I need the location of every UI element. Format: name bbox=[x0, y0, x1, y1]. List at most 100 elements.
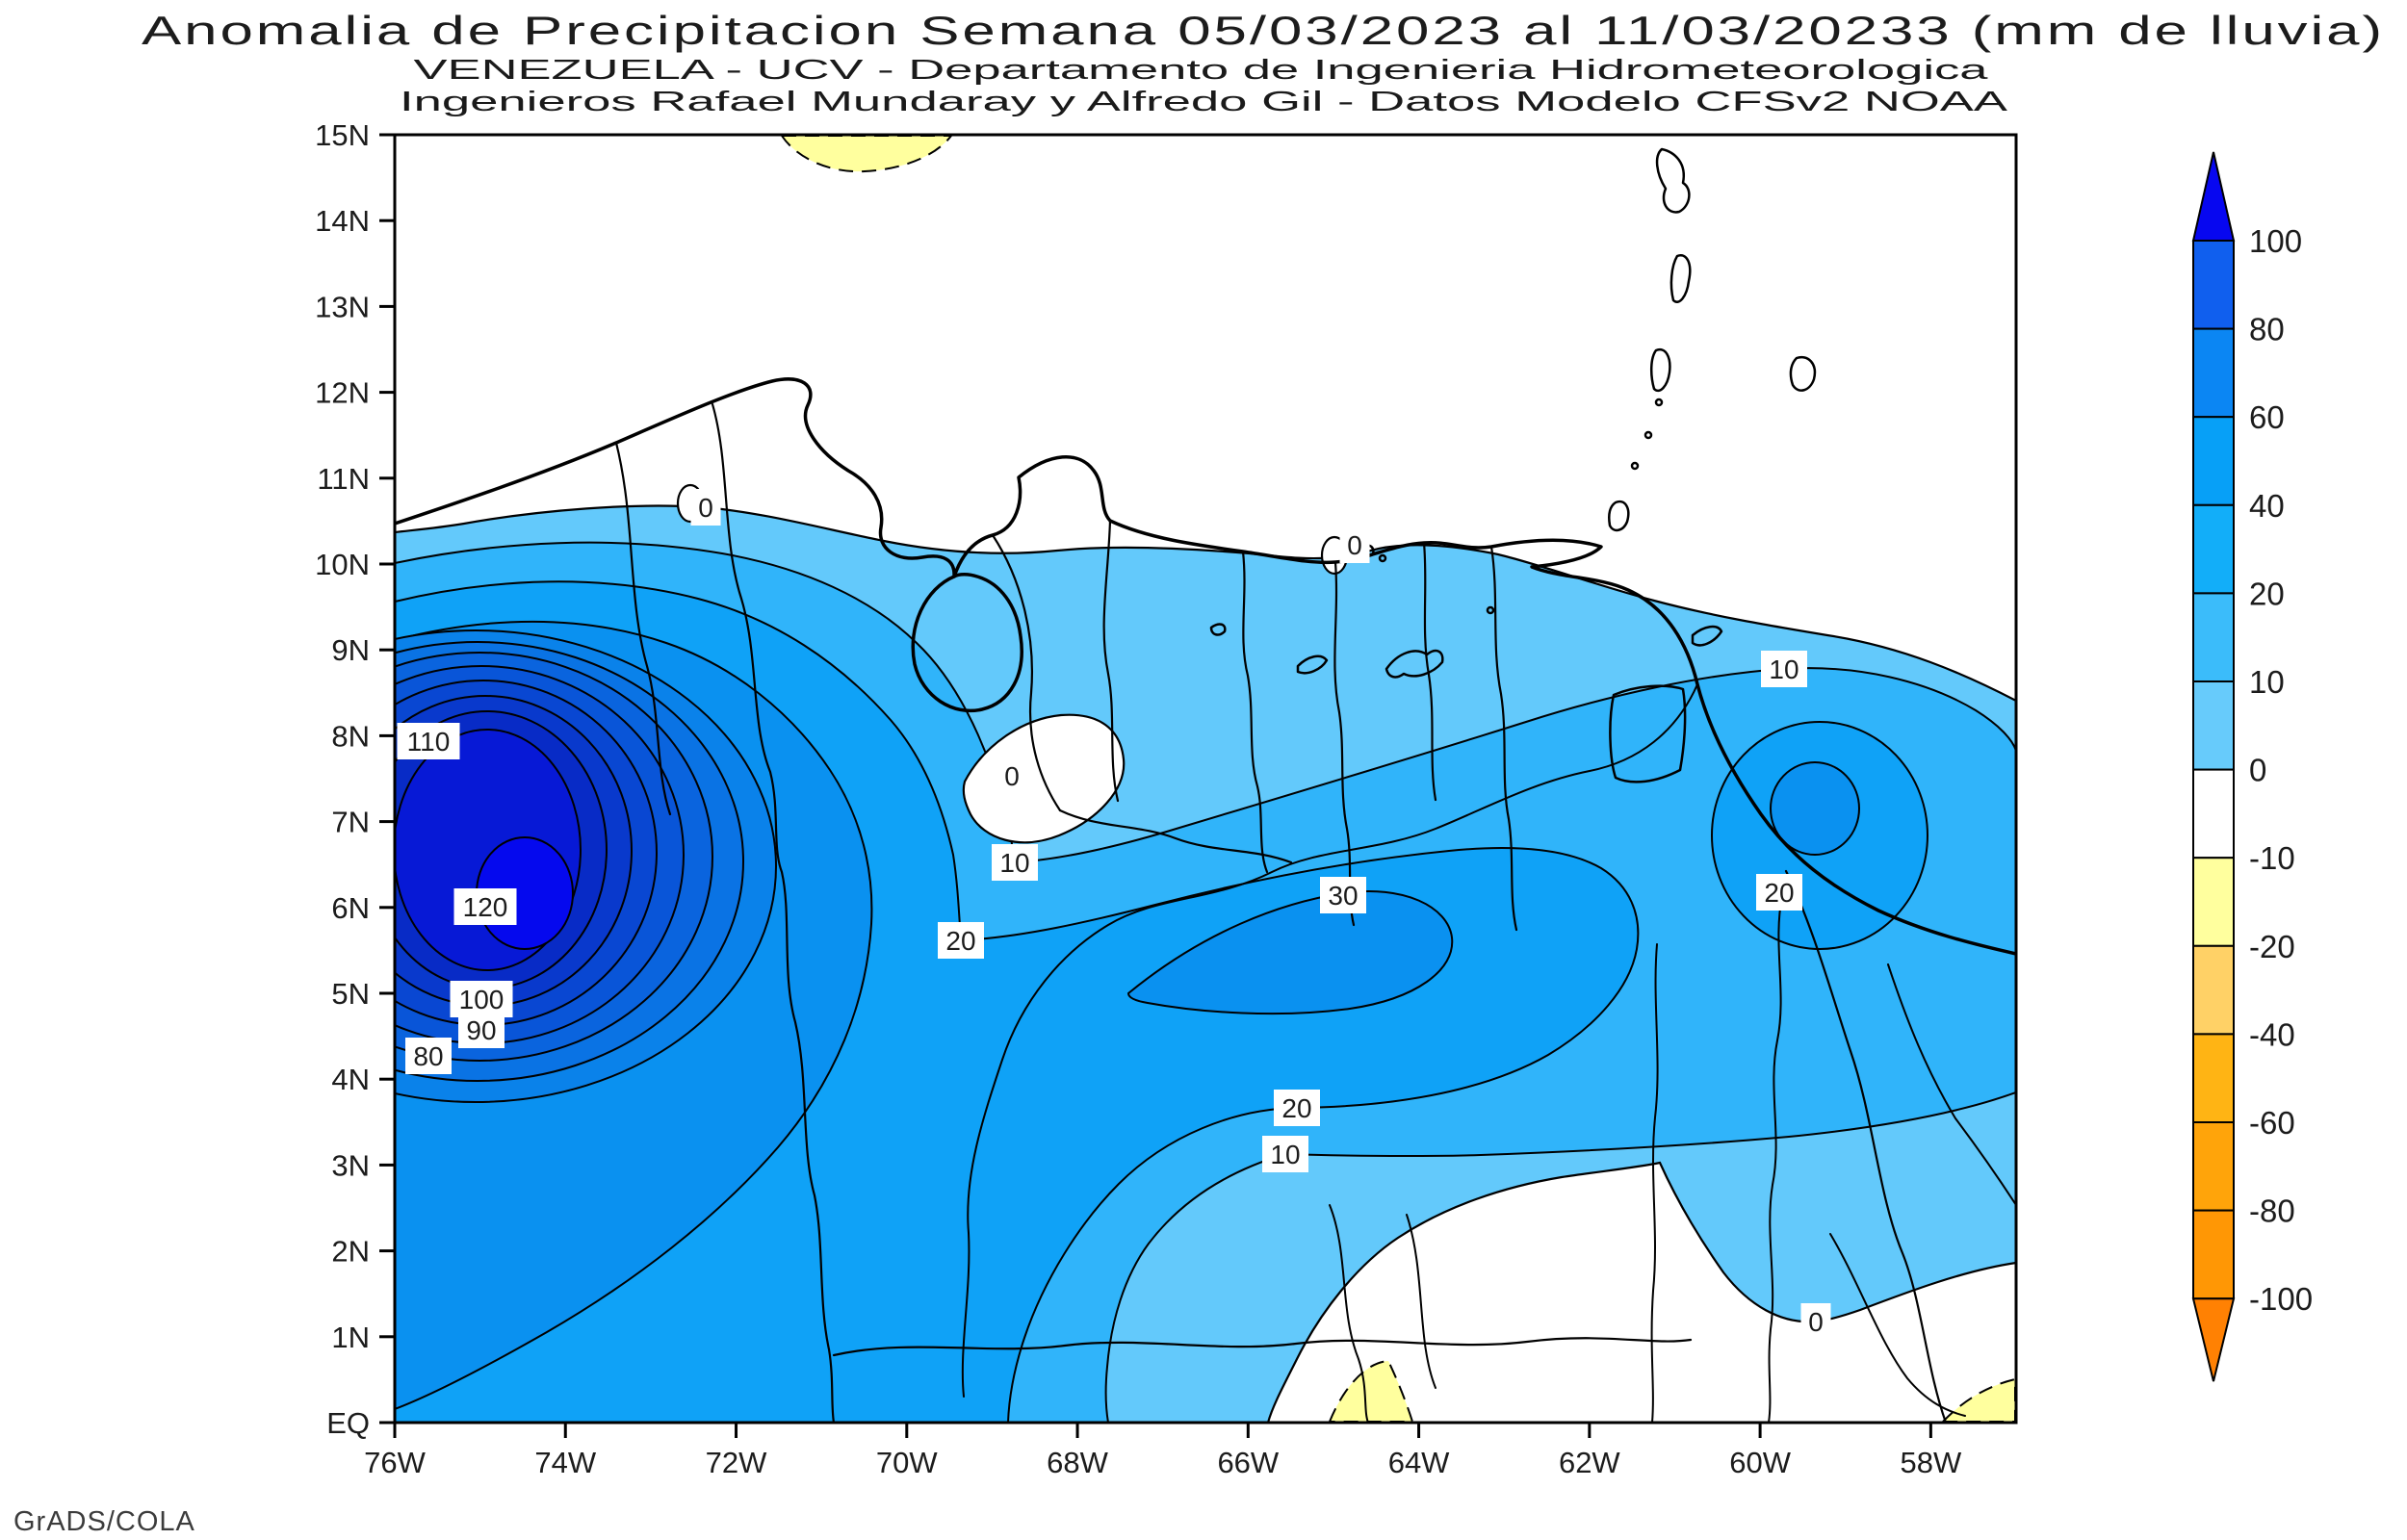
y-tick-label: 3N bbox=[331, 1148, 370, 1182]
island-stlucia bbox=[1669, 254, 1692, 303]
colorbar-label: 100 bbox=[2249, 223, 2302, 259]
y-tick-label: 10N bbox=[315, 548, 370, 581]
border-venezuela-brazil bbox=[832, 1337, 1693, 1357]
contour-label: 90 bbox=[466, 1015, 496, 1045]
subtitle-institution: VENEZUELA - UCV - Departamento de Ingeni… bbox=[414, 55, 1990, 86]
contour-fill-layer bbox=[395, 135, 2016, 1423]
island-martinique bbox=[1655, 147, 1691, 214]
grads-attribution: GrADS/COLA bbox=[13, 1506, 195, 1537]
contour-label: 120 bbox=[463, 892, 508, 922]
lake-maracaibo bbox=[911, 573, 1023, 712]
x-tick-label: 68W bbox=[1047, 1446, 1108, 1479]
contour-label-box bbox=[1262, 1136, 1308, 1172]
amazon-river-1 bbox=[1329, 1204, 1369, 1423]
y-tick-label: 2N bbox=[331, 1235, 370, 1269]
contour-label: 20 bbox=[1281, 1093, 1311, 1123]
contour-label-box bbox=[1761, 651, 1807, 687]
x-tick-label: 76W bbox=[364, 1446, 426, 1479]
guyana-river-1 bbox=[1829, 1233, 1966, 1417]
contour-label-box bbox=[397, 723, 460, 759]
x-tick-label: 62W bbox=[1559, 1446, 1620, 1479]
contour-label: 80 bbox=[413, 1041, 443, 1071]
contour-label: 10 bbox=[1769, 654, 1799, 684]
y-tick-label: 15N bbox=[315, 118, 370, 152]
colorbar-segment bbox=[2192, 503, 2235, 595]
contour-label-box bbox=[1320, 877, 1366, 913]
caura-river bbox=[1650, 943, 1659, 1423]
y-tick-label: 12N bbox=[315, 376, 370, 410]
x-tick-label: 74W bbox=[534, 1446, 596, 1479]
contour-label-box bbox=[458, 1012, 505, 1048]
island-tobago bbox=[1691, 625, 1723, 647]
y-tick-label: 8N bbox=[331, 719, 370, 753]
y-tick-label: 5N bbox=[331, 977, 370, 1011]
negative-patch-top bbox=[780, 135, 954, 173]
contour-label-box bbox=[1800, 1303, 1831, 1340]
colorbar-arrow-top bbox=[2191, 151, 2236, 242]
x-tick-label: 66W bbox=[1217, 1446, 1279, 1479]
contour-label-box bbox=[405, 1038, 452, 1074]
contour-label: 110 bbox=[407, 727, 451, 757]
y-tick-label: 11N bbox=[317, 462, 370, 496]
colorbar-label: -100 bbox=[2249, 1281, 2313, 1317]
y-tick-label: EQ bbox=[326, 1406, 370, 1440]
colorbar-arrow-bottom bbox=[2191, 1297, 2236, 1382]
island-curacao bbox=[1296, 654, 1329, 675]
contour-label: 0 bbox=[1004, 761, 1020, 791]
contour-label-box bbox=[690, 489, 721, 526]
axes-layer: 76W 74W 72W 70W 68W 66W 64W 62W 60W 58W EQ 1N 2N 3N 4N… bbox=[315, 118, 1962, 1479]
coastline bbox=[395, 377, 2016, 956]
colorbar-label: 40 bbox=[2249, 488, 2285, 524]
contour-label: 0 bbox=[1347, 530, 1362, 560]
geography-layer bbox=[395, 147, 2016, 1423]
islet-dot-5 bbox=[1486, 605, 1495, 615]
contour-label-box bbox=[1274, 1090, 1320, 1126]
contour-label: 20 bbox=[1764, 878, 1794, 908]
x-tick-label: 72W bbox=[706, 1446, 767, 1479]
y-tick-label: 14N bbox=[315, 204, 370, 238]
amazon-river-2 bbox=[1406, 1214, 1436, 1389]
x-tick-label: 64W bbox=[1388, 1446, 1450, 1479]
contour-label: 30 bbox=[1328, 881, 1358, 911]
state-line-guarico-west bbox=[1333, 560, 1356, 927]
contour-teardrop-30 bbox=[1126, 890, 1454, 1015]
subtitle-authors: Ingenieros Rafael Mundaray y Alfredo Gil… bbox=[400, 87, 2008, 117]
guyana-river-2 bbox=[1887, 963, 2016, 1206]
page-title: Anomalia de Precipitacion Semana 05/03/2… bbox=[142, 8, 2385, 53]
colorbar-segment bbox=[2192, 592, 2235, 683]
islet-dot-3 bbox=[1630, 461, 1640, 471]
islet-dot-2 bbox=[1643, 430, 1653, 440]
colorbar-segment bbox=[2192, 857, 2235, 947]
island-aruba bbox=[1209, 623, 1227, 636]
contour-label-box bbox=[1339, 526, 1370, 563]
x-tick-label: 70W bbox=[876, 1446, 938, 1479]
colorbar-segment bbox=[2192, 680, 2235, 771]
contour-eye-30 bbox=[1770, 761, 1860, 856]
colorbar-segment bbox=[2192, 1209, 2235, 1300]
y-tick-label: 7N bbox=[331, 806, 370, 839]
caroni-river bbox=[1768, 895, 1783, 1423]
state-line-monagas bbox=[1489, 545, 1518, 932]
y-tick-label: 9N bbox=[331, 633, 370, 667]
contour-label: 0 bbox=[698, 493, 713, 523]
island-stvincent bbox=[1650, 347, 1671, 393]
colorbar-label: 0 bbox=[2249, 753, 2266, 788]
negative-patch-bottom bbox=[1328, 1359, 1414, 1423]
y-tick-label: 1N bbox=[331, 1321, 370, 1354]
islet-dot-1 bbox=[1654, 398, 1664, 407]
colorbar-label: -10 bbox=[2249, 840, 2295, 876]
colorbar-label: -60 bbox=[2249, 1105, 2295, 1141]
island-grenada bbox=[1608, 500, 1630, 532]
contour-label-box bbox=[992, 844, 1038, 881]
colorbar-label: 60 bbox=[2249, 399, 2285, 435]
y-tick-label: 4N bbox=[331, 1063, 370, 1096]
colorbar-segment bbox=[2192, 944, 2235, 1036]
colorbar-segment bbox=[2192, 768, 2235, 860]
colorbar-segment bbox=[2192, 1033, 2235, 1124]
state-line-zulia-east bbox=[991, 533, 1062, 812]
islet-dot-4 bbox=[1378, 553, 1387, 563]
